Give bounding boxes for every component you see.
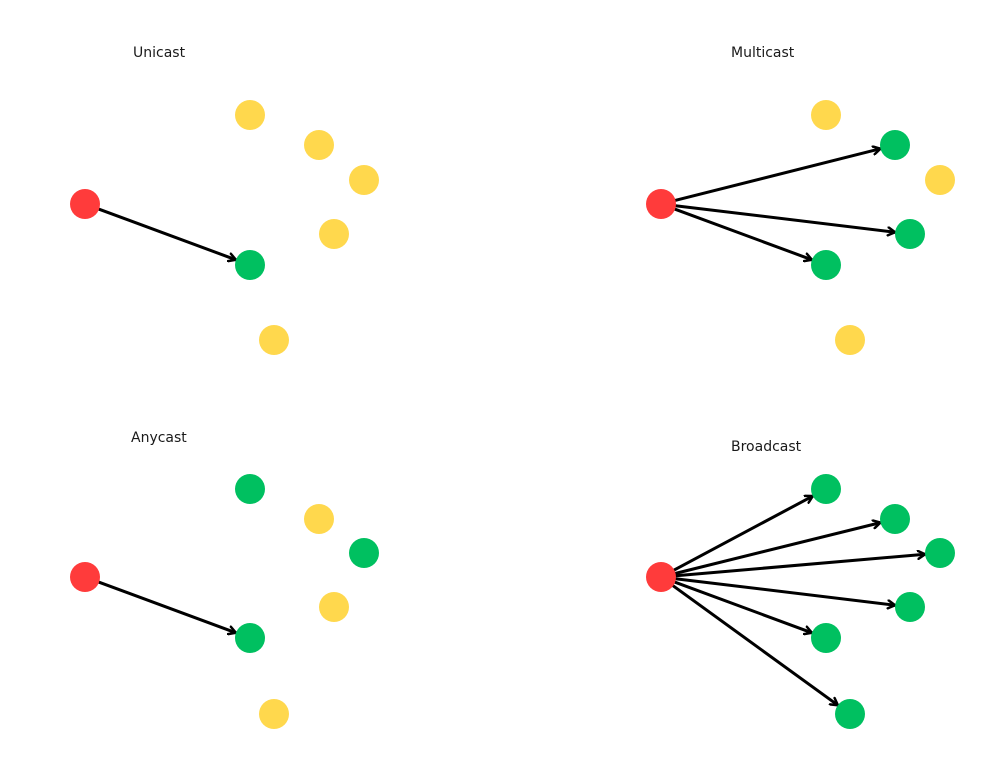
unicast-node-yellow-2 — [235, 100, 265, 130]
multicast-node-yellow-7 — [835, 325, 865, 355]
panel-title-broadcast: Broadcast — [731, 439, 802, 455]
panel-title-anycast: Anycast — [131, 430, 187, 446]
multicast-node-green-6 — [811, 250, 841, 280]
anycast-arrow-1 — [96, 580, 238, 633]
unicast-node-yellow-3 — [304, 130, 334, 160]
anycast-node-green-6 — [235, 623, 265, 653]
broadcast-arrow-1 — [671, 494, 815, 573]
nodes-layer — [70, 100, 955, 729]
broadcast-node-red-1 — [646, 562, 676, 592]
multicast-node-yellow-2 — [811, 100, 841, 130]
anycast-node-red-1 — [70, 562, 100, 592]
anycast-node-green-4 — [349, 538, 379, 568]
broadcast-arrow-3 — [672, 554, 927, 578]
unicast-node-yellow-5 — [319, 219, 349, 249]
multicast-node-green-3 — [880, 130, 910, 160]
unicast-node-yellow-7 — [259, 325, 289, 355]
panel-title-multicast: Multicast — [731, 45, 795, 61]
broadcast-node-green-7 — [835, 699, 865, 729]
broadcast-node-green-4 — [925, 538, 955, 568]
arrows-layer — [96, 149, 927, 707]
multicast-node-yellow-4 — [925, 165, 955, 195]
unicast-node-red-1 — [70, 189, 100, 219]
broadcast-node-green-5 — [895, 592, 925, 622]
anycast-node-yellow-5 — [319, 592, 349, 622]
multicast-node-green-5 — [895, 219, 925, 249]
unicast-node-green-6 — [235, 250, 265, 280]
broadcast-node-green-2 — [811, 474, 841, 504]
panel-title-unicast: Unicast — [133, 45, 186, 61]
multicast-arrow-3 — [672, 207, 814, 260]
multicast-node-red-1 — [646, 189, 676, 219]
broadcast-arrow-4 — [672, 577, 897, 606]
broadcast-arrow-6 — [670, 583, 840, 707]
broadcast-node-green-6 — [811, 623, 841, 653]
unicast-node-yellow-4 — [349, 165, 379, 195]
anycast-node-yellow-7 — [259, 699, 289, 729]
unicast-arrow-1 — [96, 207, 238, 260]
anycast-node-yellow-3 — [304, 504, 334, 534]
broadcast-node-green-3 — [880, 504, 910, 534]
multicast-arrow-2 — [672, 204, 897, 233]
broadcast-arrow-5 — [672, 580, 814, 633]
multicast-arrow-1 — [672, 149, 882, 203]
anycast-node-green-2 — [235, 474, 265, 504]
broadcast-arrow-2 — [672, 523, 882, 576]
